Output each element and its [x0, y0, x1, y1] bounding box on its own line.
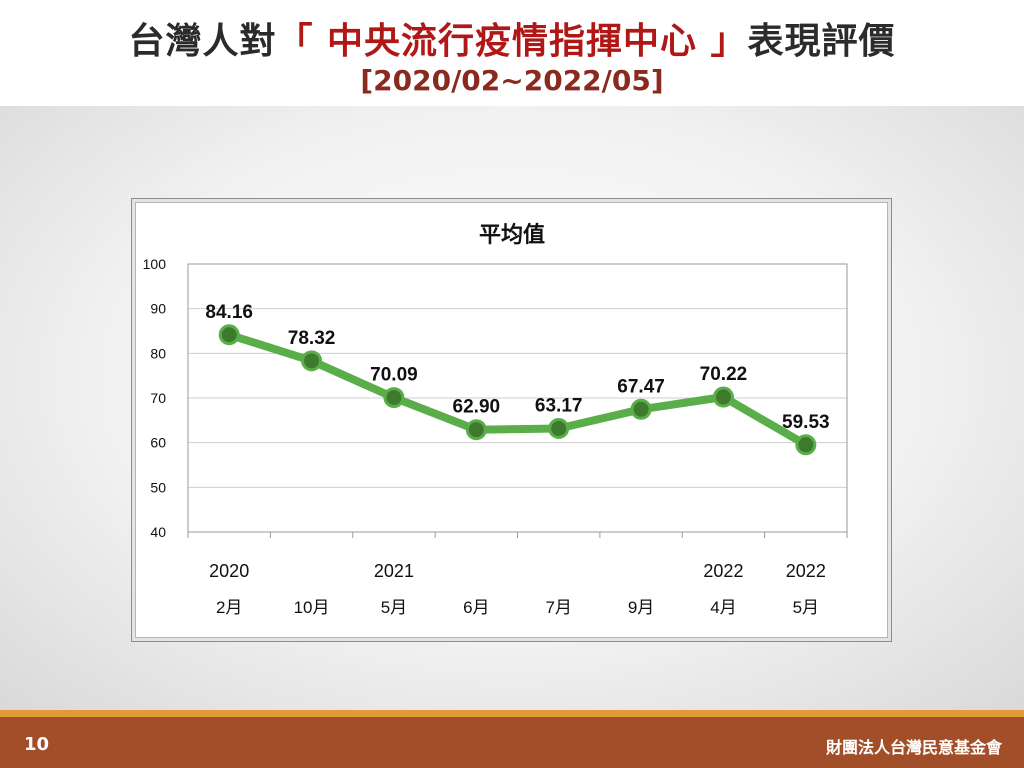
x-tick-year: 2022 — [786, 561, 826, 581]
y-tick-label: 80 — [150, 345, 166, 361]
x-tick-month: 2月 — [216, 598, 242, 617]
title-highlight: 「 中央流行疫情指揮中心 」 — [276, 21, 748, 62]
data-label: 63.17 — [535, 396, 583, 417]
data-point — [630, 398, 652, 420]
data-point — [465, 419, 487, 441]
slide-header: 台灣人對「 中央流行疫情指揮中心 」表現評價 [2020/02~2022/05] — [0, 0, 1024, 106]
x-tick-month: 9月 — [628, 598, 654, 617]
line-chart: 平均值 40 50 60 70 80 90 100 84.16 78.32 70.09 62.90 63… — [143, 222, 848, 617]
y-tick-label: 90 — [150, 301, 166, 317]
data-label: 59.53 — [782, 412, 830, 433]
data-point — [795, 434, 817, 456]
chart-frame: 平均值 40 50 60 70 80 90 100 84.16 78.32 70.09 62.90 63… — [131, 198, 892, 642]
title-prefix: 台灣人對 — [128, 21, 277, 62]
x-tick-year: 2022 — [703, 561, 743, 581]
data-label: 70.09 — [370, 365, 418, 386]
data-point — [218, 324, 240, 346]
slide-subtitle: [2020/02~2022/05] — [360, 64, 664, 97]
organization-name: 財團法人台灣民意基金會 — [825, 738, 1002, 757]
x-tick-month: 10月 — [294, 598, 330, 617]
data-label: 84.16 — [205, 302, 253, 323]
data-label: 62.90 — [453, 397, 501, 418]
chart-title: 平均值 — [479, 222, 545, 247]
x-tick-month: 4月 — [710, 598, 736, 617]
footer-accent-bar — [0, 710, 1024, 717]
y-tick-label: 60 — [150, 435, 166, 451]
y-tick-label: 100 — [143, 256, 167, 272]
footer-bar — [0, 717, 1024, 768]
page-number: 10 — [24, 734, 50, 755]
y-tick-label: 70 — [150, 390, 166, 406]
data-point — [548, 418, 570, 440]
title-suffix: 表現評價 — [747, 21, 896, 62]
data-label: 70.22 — [700, 364, 748, 385]
x-tick-month: 5月 — [793, 598, 819, 617]
x-tick-month: 6月 — [463, 598, 489, 617]
data-point — [712, 386, 734, 408]
slide-title: 台灣人對「 中央流行疫情指揮中心 」表現評價 — [0, 12, 1024, 64]
x-tick-month: 7月 — [545, 598, 571, 617]
x-tick-year: 2020 — [209, 561, 249, 581]
data-label: 67.47 — [617, 376, 665, 397]
y-tick-label: 50 — [150, 479, 166, 495]
data-point — [301, 350, 323, 372]
data-label: 78.32 — [288, 328, 336, 349]
x-tick-month: 5月 — [381, 598, 407, 617]
y-tick-label: 40 — [150, 524, 166, 540]
data-point — [383, 387, 405, 409]
x-tick-year: 2021 — [374, 561, 414, 581]
series-line — [225, 330, 810, 449]
